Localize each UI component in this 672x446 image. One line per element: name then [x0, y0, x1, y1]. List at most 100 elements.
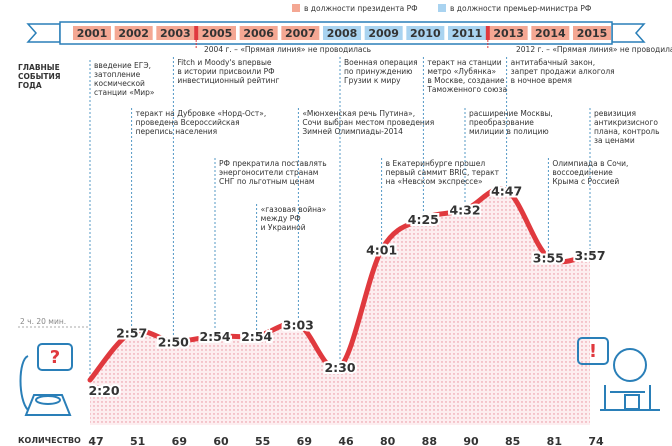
year-label: 2013 — [493, 27, 524, 40]
year-cell — [114, 26, 153, 40]
event-text: и Украиной — [261, 223, 306, 232]
year-label: 2003 — [160, 27, 191, 40]
count: 90 — [463, 435, 479, 446]
legend-label: в должности премьер-министра РФ — [450, 4, 592, 13]
year-label: 2008 — [327, 27, 358, 40]
counts-label: КОЛИЧЕСТВО — [18, 436, 81, 445]
count: 60 — [213, 435, 229, 446]
event-text: антитабачный закон, — [511, 58, 595, 67]
event-text: «Мюнхенская речь Путина», — [302, 109, 415, 118]
count: 69 — [297, 435, 312, 446]
count: 55 — [255, 435, 270, 446]
year-cell — [73, 26, 111, 40]
event-text: Грузии к миру — [344, 76, 401, 85]
event-text: Fitch и Moody's впервые — [177, 58, 272, 67]
note: 2004 г. – «Прямая линия» не проводилась — [204, 45, 371, 54]
event-text: между РФ — [261, 214, 302, 223]
event-text: первый саммит BRIC, теракт — [386, 168, 500, 177]
year-cell — [448, 26, 486, 40]
year-cell — [323, 26, 361, 40]
year-label: 2001 — [77, 27, 108, 40]
event-text: введение ЕГЭ, — [94, 61, 151, 70]
event-text: перепись населения — [136, 127, 218, 136]
value-label: 4:25 — [408, 212, 439, 227]
year-label: 2011 — [452, 27, 483, 40]
year-label: 2006 — [243, 27, 274, 40]
year-label: 2002 — [118, 27, 149, 40]
year-cell — [239, 26, 278, 40]
events-title: СОБЫТИЯ — [18, 72, 61, 81]
year-cell — [489, 26, 528, 40]
year-label: 2010 — [410, 27, 441, 40]
event-text: плана, контроль — [594, 127, 660, 136]
event-text: станции «Мир» — [94, 88, 155, 97]
count: 46 — [338, 435, 354, 446]
count: 51 — [130, 435, 145, 446]
value-label: 2:30 — [324, 360, 355, 375]
event-text: в истории присвоили РФ — [177, 67, 275, 76]
legend-label: в должности президента РФ — [304, 4, 418, 13]
year-label: 2014 — [535, 27, 566, 40]
event-text: «газовая война» — [261, 205, 327, 214]
legend-swatch — [438, 4, 446, 12]
event-text: в ночное время — [511, 76, 572, 85]
value-label: 2:50 — [158, 334, 189, 349]
question-mark: ? — [50, 347, 60, 368]
count: 69 — [172, 435, 187, 446]
year-label: 2015 — [577, 27, 608, 40]
event-text: метро «Лубянка» — [427, 67, 496, 76]
event-text: в Москве, создание — [427, 76, 505, 85]
value-label: 3:57 — [574, 248, 605, 263]
event-text: расширение Москвы, — [469, 109, 553, 118]
emblem-icon — [577, 337, 660, 411]
value-label: 2:54 — [199, 329, 230, 344]
year-label: 2007 — [285, 27, 316, 40]
value-label: 2:54 — [241, 329, 272, 344]
event-text: Сочи выбран местом проведения — [302, 118, 434, 127]
event-text: в Екатеринбурге прошел — [386, 159, 486, 168]
skipped-year-marker — [194, 26, 199, 40]
year-cell — [531, 26, 570, 40]
events-title: ГОДА — [18, 81, 42, 90]
count: 88 — [422, 435, 437, 446]
skipped-year-marker — [485, 26, 490, 40]
event-text: Таможенного союза — [426, 85, 507, 94]
year-label: 2005 — [202, 27, 233, 40]
count: 74 — [588, 435, 604, 446]
value-label: 3:03 — [283, 318, 314, 333]
value-label: 2:20 — [88, 383, 119, 398]
event-text: Крыма с Россией — [552, 177, 619, 186]
event-text: по принуждению — [344, 67, 412, 76]
legend-swatch — [292, 4, 300, 12]
event-text: преобразование — [469, 118, 534, 127]
count: 47 — [88, 435, 103, 446]
event-text: РФ прекратила поставлять — [219, 159, 327, 168]
year-cell — [406, 26, 445, 40]
reference-label: 2 ч. 20 мин. — [20, 317, 66, 326]
event-text: Олимпиада в Сочи, — [552, 159, 628, 168]
count: 85 — [505, 435, 520, 446]
year-cell — [156, 26, 195, 40]
event-text: запрет продажи алкоголя — [511, 67, 615, 76]
event-text: СНГ по льготным ценам — [219, 177, 315, 186]
value-label: 4:32 — [449, 203, 480, 218]
year-cell — [198, 26, 236, 40]
event-text: за ценами — [594, 136, 635, 145]
event-text: воссоединение — [552, 168, 613, 177]
event-text: на «Невском экспрессе» — [386, 177, 483, 186]
count: 81 — [547, 435, 562, 446]
year-cell — [281, 26, 320, 40]
area — [90, 188, 590, 425]
phone-icon — [19, 343, 73, 416]
event-text: затопление — [94, 70, 141, 79]
year-label: 2009 — [368, 27, 399, 40]
event-text: ревизиция — [594, 109, 636, 118]
event-text: инвестиционный рейтинг — [177, 76, 279, 85]
event-text: антикризисного — [594, 118, 658, 127]
events-title: ГЛАВНЫЕ — [18, 63, 60, 72]
line — [87, 186, 593, 383]
value-label: 3:55 — [533, 250, 564, 265]
event-text: космической — [94, 79, 145, 88]
event-text: Военная операция — [344, 58, 418, 67]
